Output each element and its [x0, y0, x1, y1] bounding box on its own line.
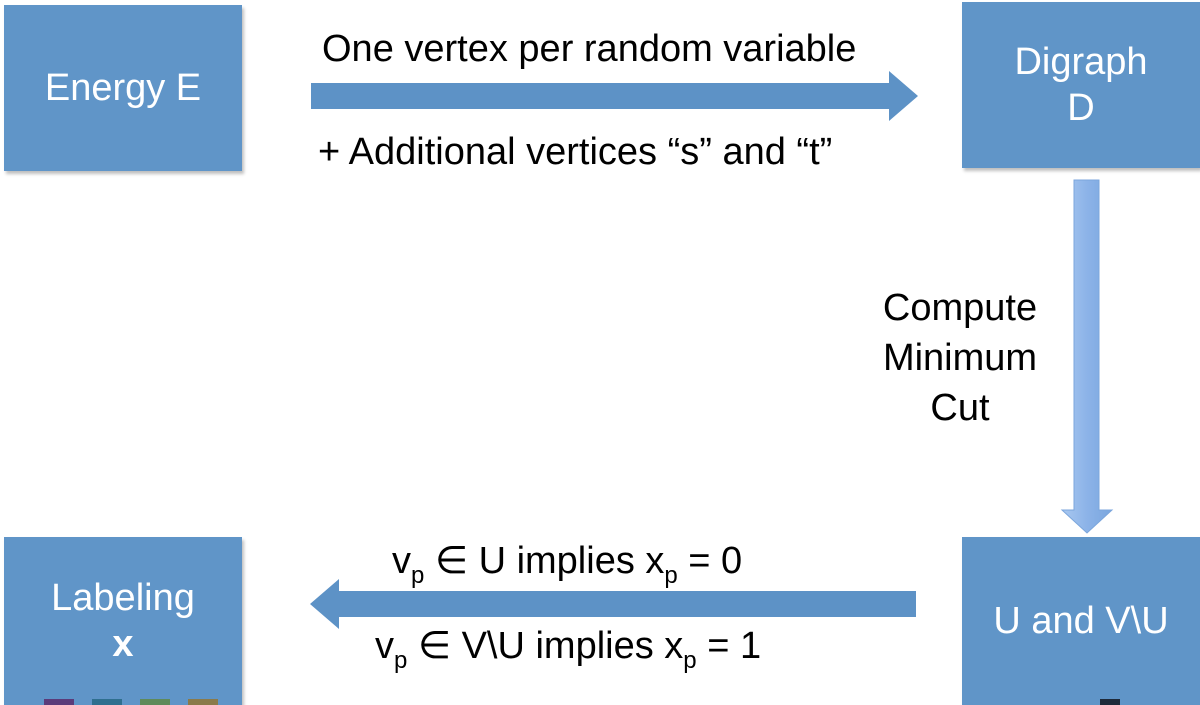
digraph-node-label: Digraph	[1014, 41, 1148, 83]
var-v: v	[392, 540, 411, 582]
edge-label-compute: Compute	[882, 287, 1038, 329]
edge-label-implies-one: vp ∈ V\U implies xp = 1	[375, 623, 761, 675]
energy-node-label: Energy E	[44, 67, 202, 109]
arrow-cut-to-labeling	[310, 579, 916, 629]
subscript-p: p	[683, 647, 697, 674]
labeling-node: Labeling x	[4, 537, 242, 705]
edge-label-vertex-per-variable: One vertex per random variable	[322, 28, 857, 70]
equals-text: = 1	[696, 625, 762, 667]
subscript-p: p	[664, 562, 678, 589]
arrow-digraph-to-cut	[1060, 179, 1114, 534]
relation-text: ∈ U implies x	[424, 540, 665, 582]
decorative-swatch	[44, 699, 74, 705]
energy-node: Energy E	[4, 5, 242, 171]
edge-label-compute-min-cut: Compute Minimum Cut	[860, 283, 1060, 433]
digraph-node-symbol: D	[1067, 87, 1095, 129]
subscript-p: p	[411, 562, 425, 589]
edge-label-minimum: Minimum	[882, 337, 1038, 379]
arrow-energy-to-digraph	[311, 71, 918, 121]
cut-sets-node: U and V\U	[962, 537, 1200, 705]
edge-label-additional-vertices: + Additional vertices “s” and “t”	[318, 131, 833, 173]
labeling-node-label: Labeling	[51, 577, 195, 619]
decorative-swatch	[188, 699, 218, 705]
decorative-swatch	[140, 699, 170, 705]
edge-label-implies-zero: vp ∈ U implies xp = 0	[392, 538, 742, 590]
labeling-node-symbol: x	[112, 623, 134, 665]
cut-sets-node-label: U and V\U	[993, 600, 1169, 642]
relation-text: ∈ V\U implies x	[407, 625, 684, 667]
equals-text: = 0	[677, 540, 743, 582]
edge-label-cut: Cut	[930, 387, 990, 429]
subscript-p: p	[394, 647, 408, 674]
digraph-node: Digraph D	[962, 2, 1200, 168]
var-v: v	[375, 625, 394, 667]
decorative-swatch	[92, 699, 122, 705]
decorative-swatch	[1100, 699, 1120, 705]
